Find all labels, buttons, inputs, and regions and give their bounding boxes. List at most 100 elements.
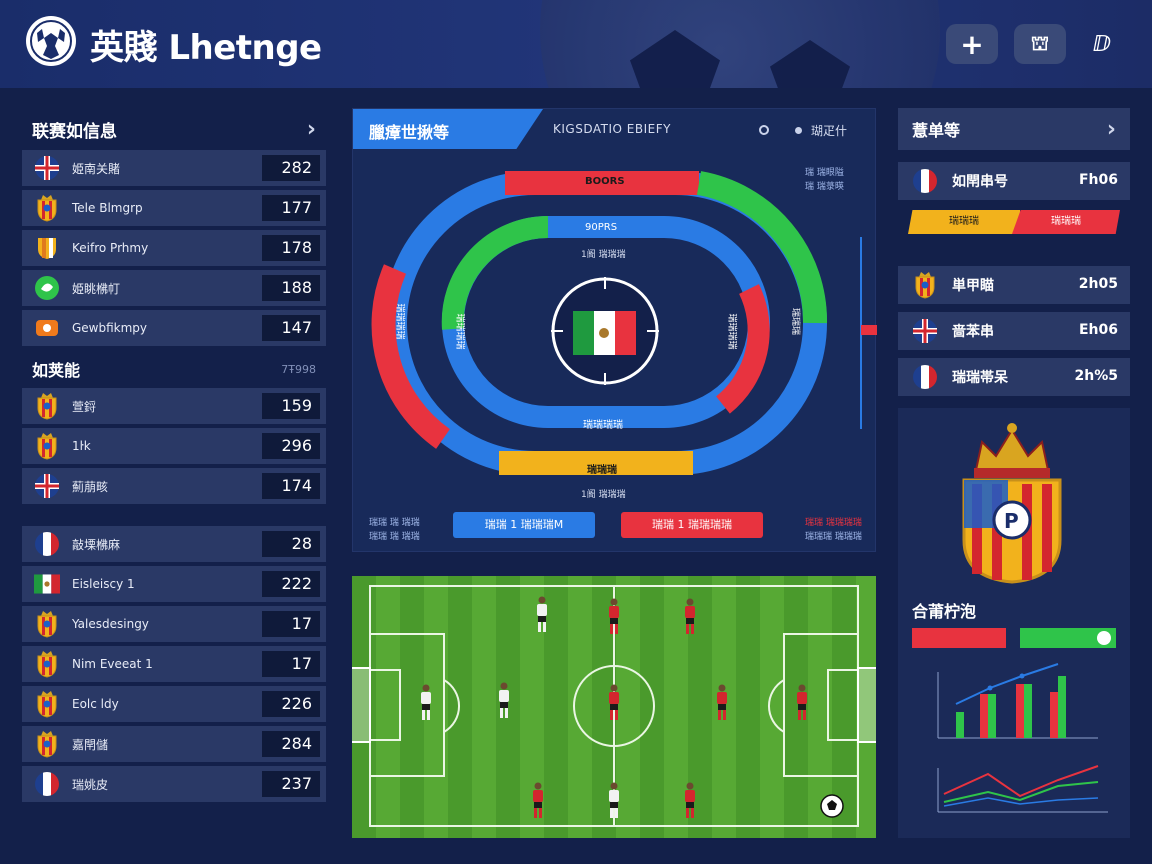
ranking-value: Fh06	[1078, 172, 1118, 188]
list-item[interactable]: 敲塛梻麻 28	[22, 526, 326, 562]
track-label-inner-top: 90PRS	[585, 222, 618, 233]
list-item[interactable]: 1ŀk 296	[22, 428, 326, 464]
league-list-panel: 联赛如信息 › 姫南关賭 282 Tele Blmgrp 177 Keifro Prhm…	[22, 108, 326, 806]
ball-icon	[1097, 631, 1111, 645]
team-name: 姫眺梻帄	[72, 281, 121, 296]
list-item[interactable]: 瑞姚皮 237	[22, 766, 326, 802]
ranking-name: 如閈串号	[952, 174, 1008, 190]
top-header: 英賤 Lhetnge + ⛫ ⅅ	[0, 0, 1152, 88]
player-icon[interactable]	[418, 684, 434, 722]
track-tab[interactable]: 臘瘴世揪等	[353, 109, 543, 149]
list-item[interactable]: 姫南关賭 282	[22, 150, 326, 186]
player-icon[interactable]	[714, 684, 730, 722]
flag-fr-icon	[34, 771, 60, 797]
flag-mx-icon	[34, 571, 60, 597]
team-value: 17	[262, 611, 320, 637]
list-item[interactable]: 薊萠畡 174	[22, 468, 326, 504]
track-label-left-outer: 瑞瑞瑞瑞	[394, 303, 405, 340]
chevron-right-icon[interactable]: ›	[306, 116, 316, 142]
add-button[interactable]: +	[946, 24, 998, 64]
ranking-value: 2h%5	[1074, 368, 1118, 384]
flag-fr-icon	[912, 364, 938, 390]
chevron-right-icon[interactable]: ›	[1106, 116, 1116, 142]
section2-header: 如荚能 7Ŧ998	[32, 361, 316, 380]
ranking-row[interactable]: 啬苯串 Eh06	[898, 312, 1130, 350]
list-item[interactable]: 姫眺梻帄 188	[22, 270, 326, 306]
red-bar: 瑞瑞瑞	[1012, 210, 1120, 234]
team-value: 17	[262, 651, 320, 677]
player-icon[interactable]	[606, 684, 622, 722]
ranking-value: 2h05	[1078, 276, 1118, 292]
league-track-graphic	[371, 171, 877, 475]
player-icon[interactable]	[534, 596, 550, 634]
menu-button[interactable]: ⅅ	[1092, 31, 1112, 57]
player-icon[interactable]	[606, 782, 622, 820]
ranking-header[interactable]: 薏单等 ›	[898, 108, 1130, 150]
team-name: Keifro Prhmy	[72, 241, 149, 255]
list-item[interactable]: Gewbfikmpy 147	[22, 310, 326, 346]
player-icon[interactable]	[794, 684, 810, 722]
team-name: 萱鋝	[72, 399, 97, 414]
player-icon[interactable]	[496, 682, 512, 720]
crest-icon	[34, 691, 60, 718]
outer-track-green	[696, 171, 828, 324]
team-name: 薊萠畡	[72, 479, 109, 494]
list-item[interactable]: Yalesdesingy 17	[22, 606, 326, 642]
list-item[interactable]: Eisleiscy 1 222	[22, 566, 326, 602]
track-label-right-outer: 瑞瑞瑞	[790, 307, 801, 336]
ranking-row[interactable]: 瑞瑞帯呆 2h%5	[898, 358, 1130, 396]
list-item[interactable]: Eolc ldy 226	[22, 686, 326, 722]
team-value: 282	[262, 155, 320, 181]
team-value: 147	[262, 315, 320, 341]
track-header-right: 瑚疋什	[811, 124, 848, 138]
ranking-row[interactable]: 如閈串号 Fh06	[898, 162, 1130, 200]
app-title: 英賤 Lhetnge	[90, 28, 322, 68]
list-item[interactable]: Tele Blmgrp 177	[22, 190, 326, 226]
player-icon[interactable]	[682, 598, 698, 636]
team-name: Eolc ldy	[72, 697, 119, 711]
crest-icon	[34, 433, 60, 460]
team-value: 188	[262, 275, 320, 301]
team-value: 226	[262, 691, 320, 717]
mini-label: 瑞 瑞菉暎	[805, 182, 844, 192]
team-value: 284	[262, 731, 320, 757]
track-label-right-inner: 瑞瑞瑞瑞	[726, 313, 737, 350]
app-logo-icon[interactable]	[26, 16, 76, 66]
team-value: 177	[262, 195, 320, 221]
blue-stat-pill[interactable]: 瑞瑞 1 瑞瑞瑞M	[453, 512, 595, 538]
ranking-row[interactable]: 単甲瞄 2h05	[898, 266, 1130, 304]
mini-label: 瑞瑞瑞 瑞瑞瑞	[805, 532, 862, 542]
team-name: 敲塛梻麻	[72, 537, 121, 552]
track-label-under-top: 1阍 瑞瑞瑞	[581, 250, 626, 260]
track-label-left-inner: 瑞瑞瑞瑞	[454, 313, 465, 350]
green-badge-icon	[34, 275, 60, 301]
team-value: 296	[262, 433, 320, 459]
league-info-header[interactable]: 联赛如信息 ›	[32, 116, 316, 142]
ranking-panel: 薏单等 › 如閈串号 Fh06 瑞瑞瑞 瑞瑞瑞 単甲瞄 2h05 啬苯串 Eh06 瑞瑞帯…	[898, 108, 1130, 404]
list-item[interactable]: Nim Eveeat 1 17	[22, 646, 326, 682]
red-stat-pill[interactable]: 瑞瑞 1 瑞瑞瑞瑞	[621, 512, 763, 538]
player-icon[interactable]	[530, 782, 546, 820]
track-header-label: KIGSDATIO EBIEFY	[553, 122, 671, 136]
crest-icon	[34, 195, 60, 222]
svg-text:P: P	[1004, 509, 1019, 533]
player-icon[interactable]	[682, 782, 698, 820]
flag-uk-icon	[34, 473, 60, 499]
mini-label: 瑞 瑞眼隘	[805, 168, 844, 178]
stadium-button[interactable]: ⛫	[1014, 24, 1066, 64]
team-name: Yalesdesingy	[72, 617, 149, 631]
team-value: 28	[262, 531, 320, 557]
outer-track-red-left	[371, 264, 451, 449]
team-value: 178	[262, 235, 320, 261]
team-name: 1ŀk	[72, 439, 91, 453]
radio-option-1[interactable]	[759, 125, 769, 135]
yellow-bar: 瑞瑞瑞	[908, 210, 1020, 234]
flag-uk-icon	[912, 318, 938, 344]
crest-icon	[34, 611, 60, 638]
list-item[interactable]: 嘉閈儲 284	[22, 726, 326, 762]
player-icon[interactable]	[606, 598, 622, 636]
list-item[interactable]: Keifro Prhmy 178	[22, 230, 326, 266]
list-item[interactable]: 萱鋝 159	[22, 388, 326, 424]
radio-option-2[interactable]	[795, 127, 802, 134]
team-name: Eisleiscy 1	[72, 577, 135, 591]
